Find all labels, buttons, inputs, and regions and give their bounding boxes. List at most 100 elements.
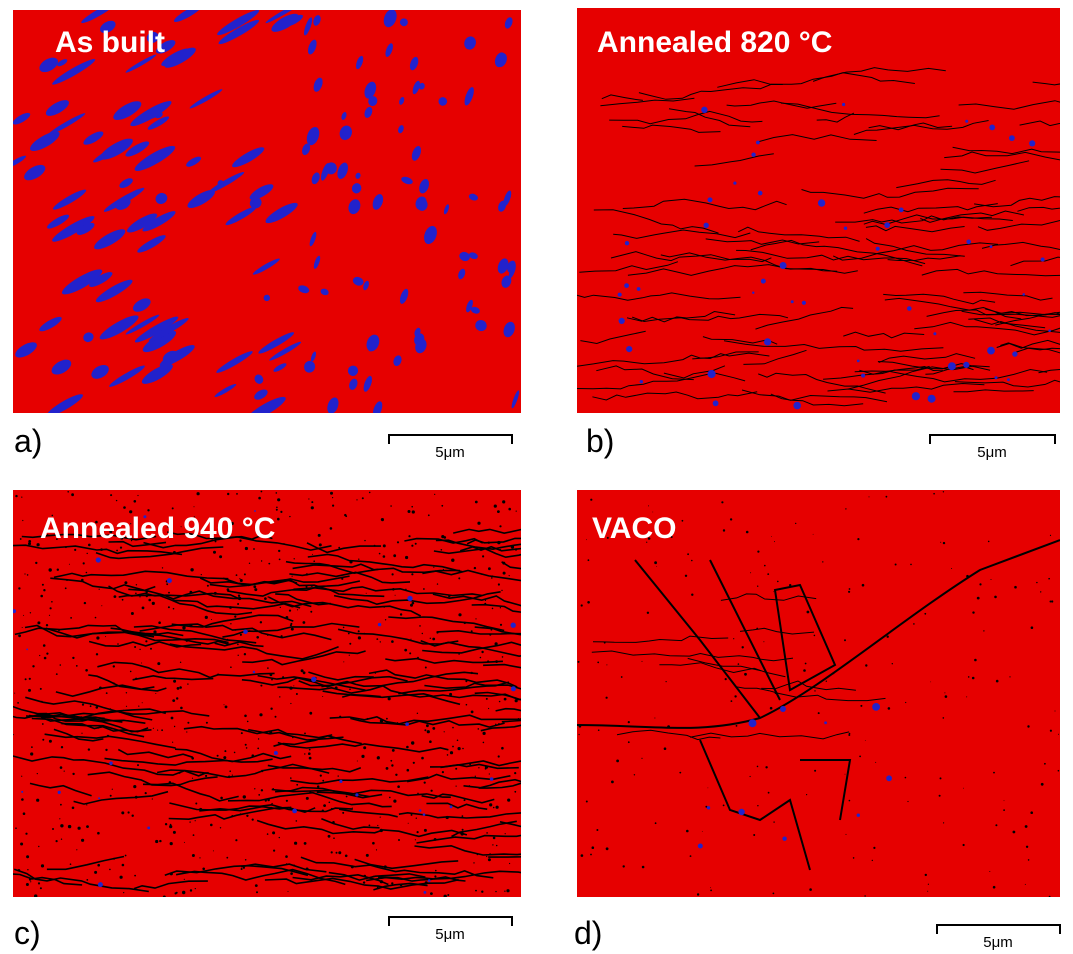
speck	[773, 591, 774, 592]
speck	[76, 849, 77, 850]
speck	[1058, 770, 1060, 772]
speck	[184, 879, 185, 880]
speck	[734, 695, 736, 697]
speck	[96, 636, 99, 639]
speck	[710, 890, 712, 892]
speck	[237, 603, 239, 605]
speck	[392, 573, 394, 575]
speck	[376, 849, 377, 850]
speck	[733, 182, 736, 185]
speck	[126, 706, 127, 707]
speck	[238, 595, 240, 597]
speck	[80, 716, 82, 718]
speck	[654, 561, 657, 564]
speck	[22, 627, 23, 628]
speck	[116, 550, 118, 552]
speck	[133, 785, 136, 788]
speck	[139, 649, 140, 650]
speck	[849, 588, 851, 590]
speck	[20, 843, 23, 846]
speck	[202, 868, 205, 871]
speck	[730, 518, 732, 520]
speck	[930, 682, 931, 683]
speck	[458, 747, 461, 750]
speck	[60, 713, 61, 714]
speck	[272, 831, 275, 834]
speck	[444, 536, 447, 539]
speck	[135, 678, 137, 680]
speck	[458, 653, 459, 654]
speck	[501, 590, 502, 591]
speck	[230, 623, 231, 624]
speck	[145, 591, 148, 594]
speck	[907, 801, 908, 802]
speck	[42, 584, 44, 586]
speck	[996, 680, 999, 683]
speck	[105, 749, 107, 751]
speck	[378, 623, 381, 626]
speck	[1044, 763, 1046, 765]
speck	[101, 605, 102, 606]
speck	[425, 881, 428, 884]
speck	[666, 681, 667, 682]
speck	[895, 564, 897, 566]
speck	[330, 492, 333, 495]
speck	[1013, 831, 1016, 834]
speck	[380, 880, 383, 883]
speck	[43, 589, 45, 591]
speck	[489, 803, 492, 806]
speck	[1055, 711, 1056, 712]
speck	[268, 563, 270, 565]
speck	[281, 635, 283, 637]
speck	[339, 716, 341, 718]
speck	[377, 756, 380, 759]
speck	[667, 727, 668, 728]
speck	[113, 682, 115, 684]
speck	[398, 839, 400, 841]
speck	[628, 741, 630, 743]
speck	[637, 287, 641, 291]
speck	[814, 635, 816, 637]
speck	[97, 832, 100, 835]
speck	[393, 800, 396, 803]
speck	[1029, 140, 1035, 146]
speck	[486, 856, 487, 857]
speck	[625, 241, 629, 245]
speck	[313, 560, 315, 562]
speck	[842, 103, 845, 106]
speck	[686, 830, 689, 833]
speck	[626, 346, 632, 352]
speck	[249, 563, 250, 564]
speck	[134, 646, 136, 648]
speck	[34, 894, 37, 897]
speck	[458, 613, 461, 616]
speck	[407, 596, 412, 601]
speck	[12, 609, 16, 613]
speck	[364, 540, 365, 541]
speck	[155, 693, 156, 694]
speck	[173, 680, 176, 683]
speck	[310, 611, 312, 613]
speck	[433, 567, 434, 568]
speck	[441, 505, 443, 507]
speck	[857, 538, 859, 540]
speck	[386, 718, 388, 720]
speck	[888, 707, 891, 710]
speck	[27, 869, 28, 870]
speck	[621, 676, 623, 678]
speck	[84, 602, 86, 604]
speck	[95, 617, 97, 619]
speck	[292, 809, 297, 814]
speck	[355, 793, 358, 796]
speck	[411, 506, 413, 508]
speck	[60, 664, 62, 666]
speck	[40, 887, 42, 889]
speck	[81, 839, 84, 842]
speck	[746, 531, 749, 534]
speck	[757, 586, 758, 587]
speck	[363, 881, 365, 883]
speck	[466, 704, 468, 706]
speck	[452, 746, 454, 748]
speck	[122, 864, 125, 867]
speck	[241, 732, 243, 734]
